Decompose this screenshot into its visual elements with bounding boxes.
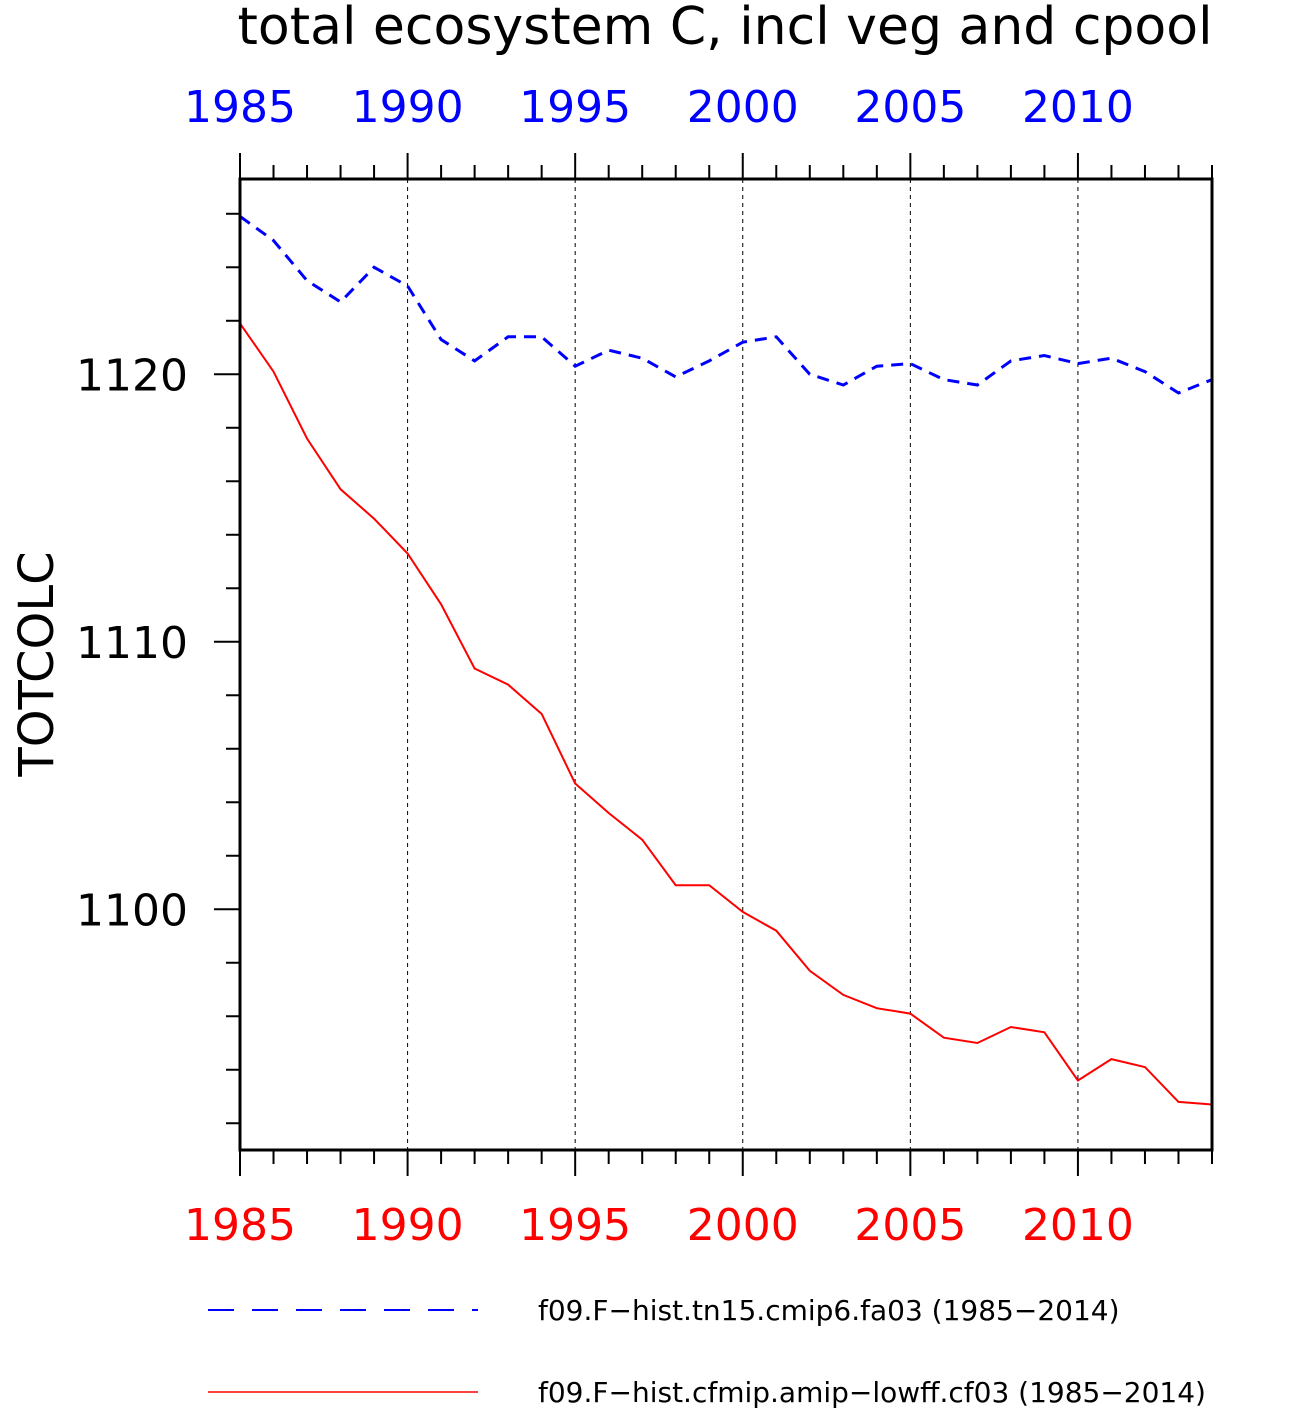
legend-label: f09.F−hist.tn15.cmip6.fa03 (1985−2014) xyxy=(538,1294,1120,1327)
bottom-tick-label: 2010 xyxy=(1022,1200,1134,1251)
bottom-tick-label: 1990 xyxy=(352,1200,464,1251)
y-axis-label: TOTCOLC xyxy=(9,551,65,777)
legend: f09.F−hist.tn15.cmip6.fa03 (1985−2014) f0… xyxy=(208,1294,1206,1409)
top-tick-label: 1985 xyxy=(184,82,296,133)
top-tick-label: 1995 xyxy=(519,82,631,133)
chart-title: total ecosystem C, incl veg and cpool xyxy=(237,0,1212,57)
bottom-tick-label: 2000 xyxy=(687,1200,799,1251)
series-line xyxy=(239,215,1213,395)
top-tick-label: 2000 xyxy=(687,82,799,133)
y-tick-label: 1120 xyxy=(76,350,188,401)
series-line xyxy=(239,322,1213,1106)
plot-frame xyxy=(238,177,1214,1152)
bottom-tick-label: 1985 xyxy=(184,1200,296,1251)
y-tick-label: 1100 xyxy=(76,885,188,936)
top-tick-label: 2005 xyxy=(854,82,966,133)
series-lines xyxy=(239,215,1213,1106)
bottom-tick-label: 1995 xyxy=(519,1200,631,1251)
y-tick-label: 1110 xyxy=(76,618,188,669)
top-x-axis: 1985 1990 1995 2000 2005 2010 xyxy=(184,82,1213,179)
top-tick-label: 2010 xyxy=(1022,82,1134,133)
bottom-x-axis: 1985 1990 1995 2000 2005 2010 xyxy=(184,1150,1213,1251)
y-axis: 1100 1110 1120 xyxy=(76,212,240,1125)
vertical-gridlines xyxy=(407,179,1079,1150)
bottom-tick-label: 2005 xyxy=(854,1200,966,1251)
top-tick-label: 1990 xyxy=(352,82,464,133)
legend-label: f09.F−hist.cfmip.amip−lowff.cf03 (1985−2… xyxy=(538,1376,1206,1409)
